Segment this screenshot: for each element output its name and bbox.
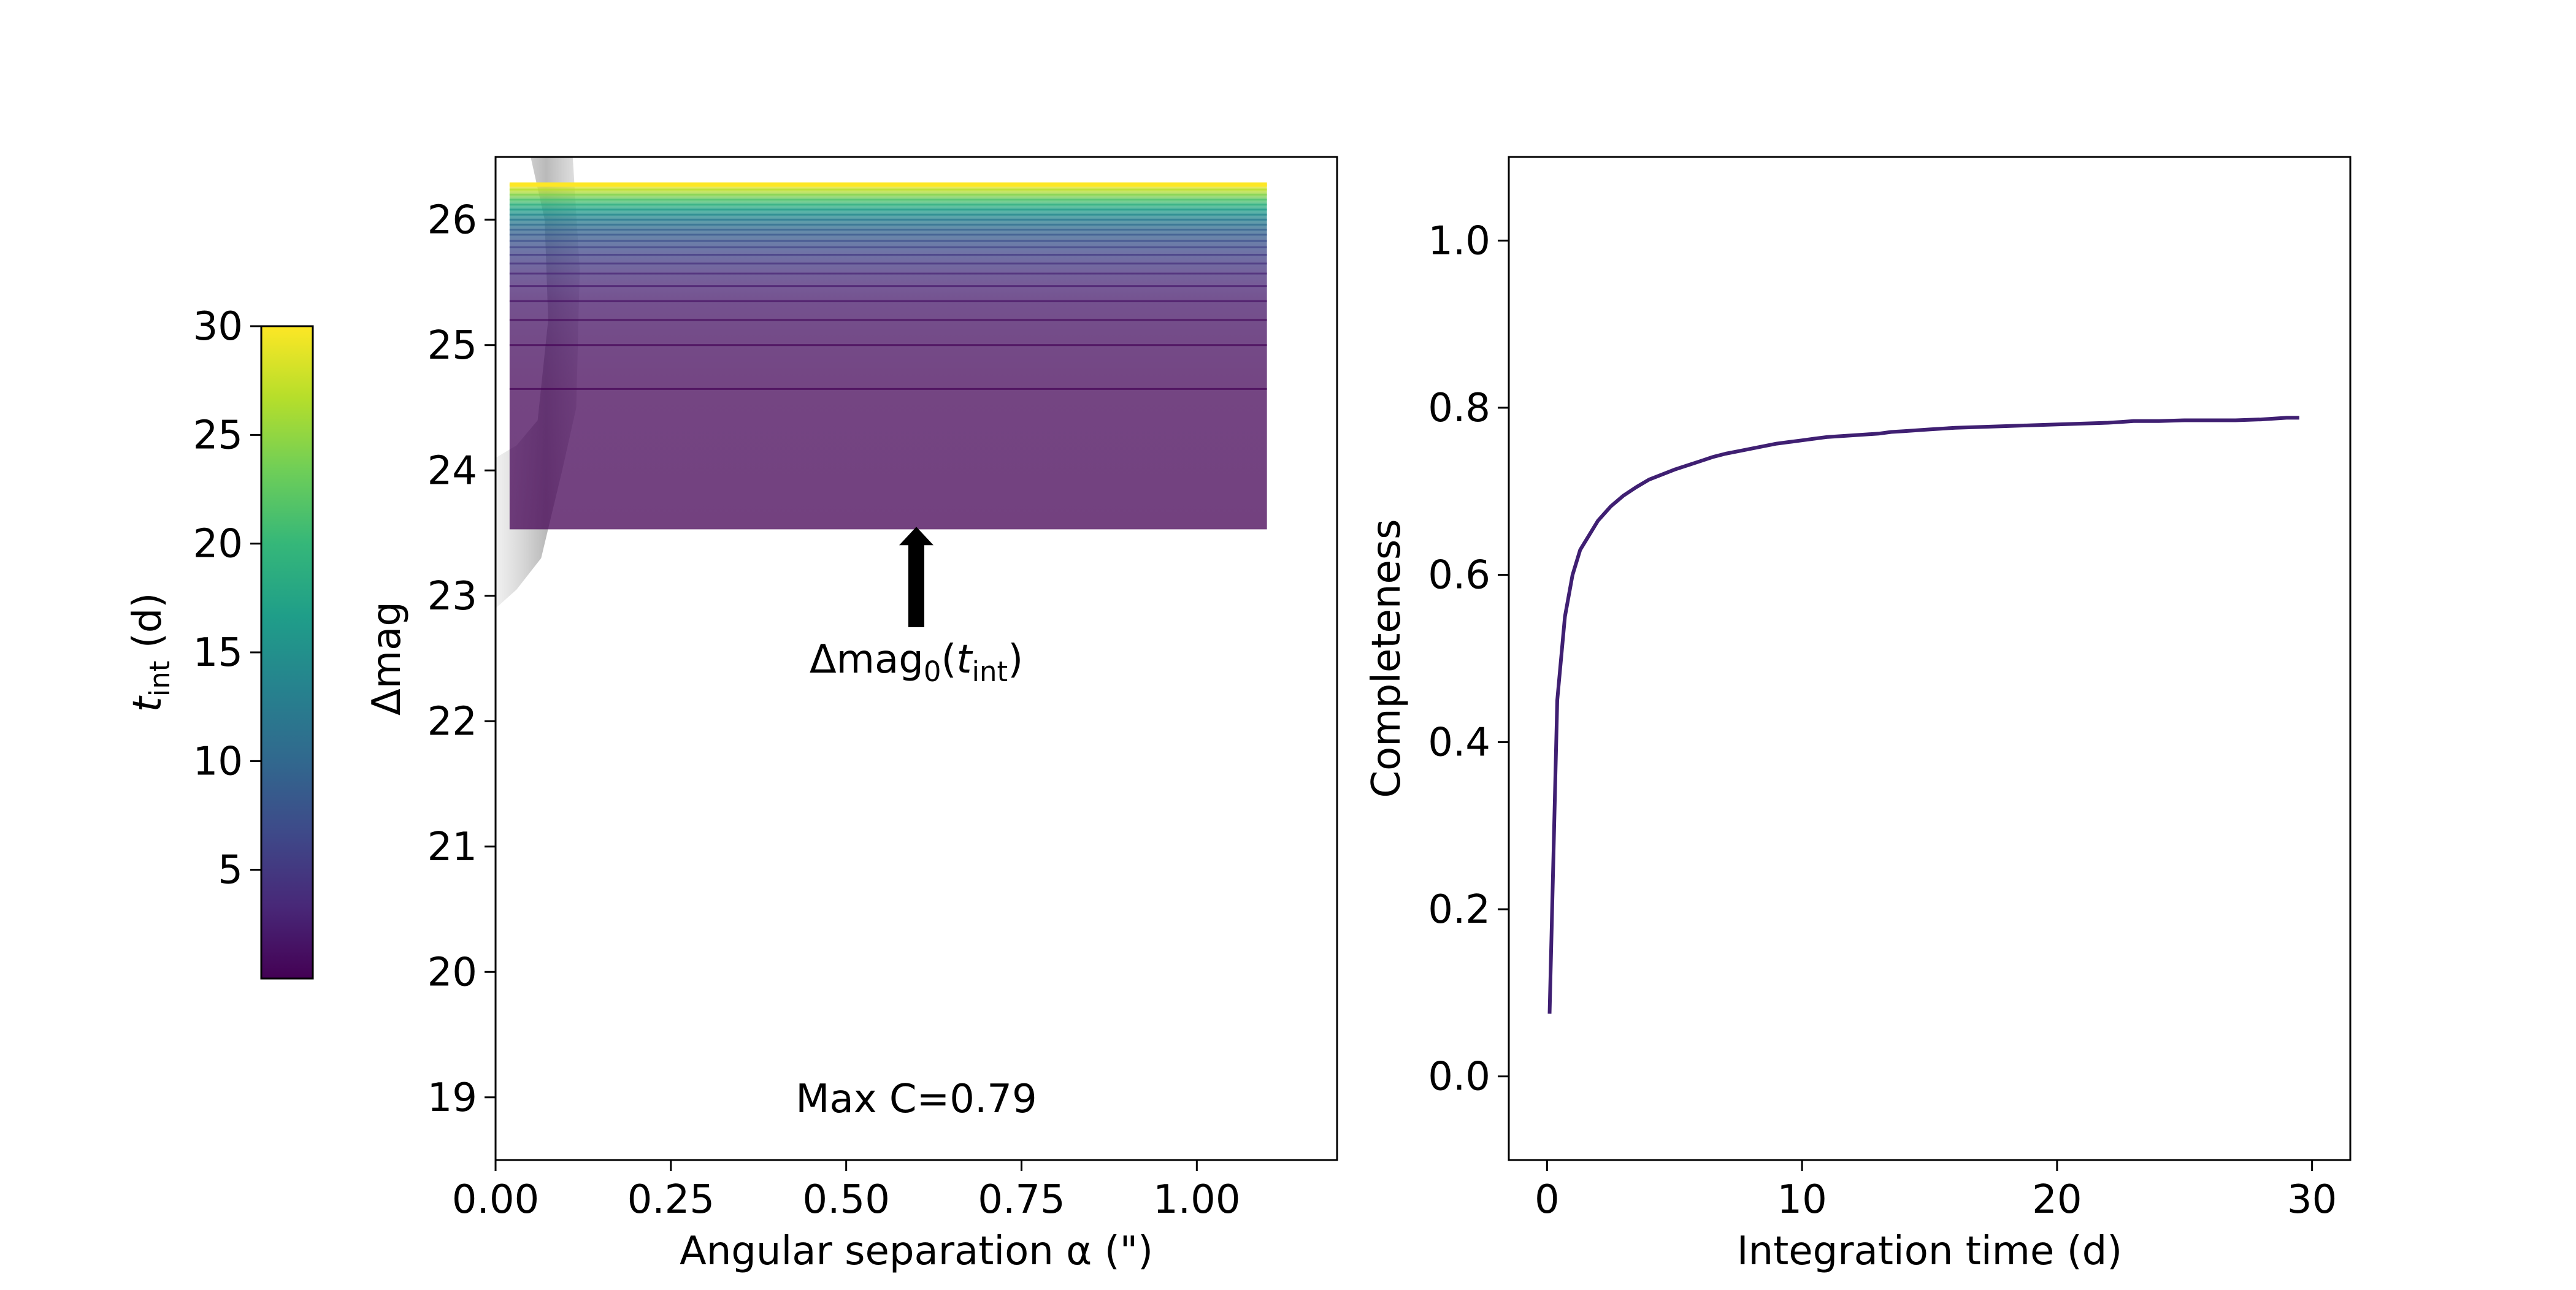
colorbar-tick-label: 25 bbox=[193, 413, 243, 458]
left-y-ticks: 19 20 21 22 23 24 25 26 bbox=[427, 197, 496, 1121]
right-panel: 0 10 20 30 0.0 0.2 0.4 0.6 0.8 1.0 Integration t… bbox=[1364, 156, 2352, 1274]
annot-t: t bbox=[956, 637, 973, 682]
left-y-tick-label: 22 bbox=[427, 699, 477, 744]
max-completeness-label: Max C=0.79 bbox=[795, 1077, 1037, 1122]
left-y-tick-label: 26 bbox=[427, 197, 477, 243]
dmag0-annotation: Δmag0(tint) bbox=[810, 637, 1023, 688]
colorbar-tick-label: 20 bbox=[193, 522, 243, 567]
right-y-tick-label: 0.6 bbox=[1428, 553, 1490, 598]
right-y-axis-label: Completeness bbox=[1364, 519, 1409, 798]
right-x-tick-label: 20 bbox=[2032, 1177, 2082, 1223]
right-y-ticks: 0.0 0.2 0.4 0.6 0.8 1.0 bbox=[1428, 218, 1509, 1100]
annot-dmag: Δmag bbox=[810, 637, 924, 682]
right-y-tick-label: 0.0 bbox=[1428, 1055, 1490, 1100]
left-y-axis-label: Δmag bbox=[364, 601, 410, 716]
right-axes-frame bbox=[1508, 156, 2352, 1161]
right-x-tick-label: 30 bbox=[2287, 1177, 2337, 1223]
annot-t-sub: int bbox=[972, 655, 1008, 688]
left-x-tick-label: 1.00 bbox=[1153, 1177, 1241, 1223]
left-x-tick-label: 0.50 bbox=[802, 1177, 890, 1223]
colorbar: 5 10 15 20 25 30 tint (d) bbox=[125, 304, 314, 980]
left-x-tick-label: 0.00 bbox=[452, 1177, 540, 1223]
right-y-tick-label: 0.2 bbox=[1428, 887, 1490, 933]
left-y-tick-label: 21 bbox=[427, 825, 477, 870]
left-x-ticks: 0.00 0.25 0.50 0.75 1.00 bbox=[452, 1160, 1241, 1223]
left-panel: 0.00 0.25 0.50 0.75 1.00 19 20 21 22 23 24 25 26 Δm… bbox=[364, 156, 1338, 1274]
right-x-tick-label: 10 bbox=[1777, 1177, 1827, 1223]
right-x-axis-label: Integration time (d) bbox=[1737, 1229, 2123, 1274]
left-y-tick-label: 25 bbox=[427, 323, 477, 368]
colorbar-tick-label: 15 bbox=[193, 630, 243, 676]
arrow-up-icon bbox=[899, 527, 933, 627]
colorbar-label-sub: int bbox=[144, 661, 176, 697]
annot-sub0: 0 bbox=[924, 655, 941, 688]
right-x-ticks: 0 10 20 30 bbox=[1535, 1160, 2337, 1223]
colorbar-label-t: t bbox=[125, 695, 171, 712]
dmag-band bbox=[509, 184, 1267, 530]
colorbar-label-rest: (d) bbox=[125, 593, 171, 661]
left-x-axis-label: Angular separation α (") bbox=[680, 1229, 1153, 1274]
annot-paren-close: ) bbox=[1008, 637, 1023, 682]
left-y-tick-label: 19 bbox=[427, 1075, 477, 1121]
colorbar-tick-label: 5 bbox=[218, 848, 243, 893]
left-y-tick-label: 23 bbox=[427, 574, 477, 619]
colorbar-ticks: 5 10 15 20 25 30 bbox=[193, 304, 261, 893]
right-y-tick-label: 1.0 bbox=[1428, 218, 1490, 264]
right-x-tick-label: 0 bbox=[1535, 1177, 1560, 1223]
colorbar-tick-label: 30 bbox=[193, 304, 243, 349]
right-y-tick-label: 0.8 bbox=[1428, 386, 1490, 431]
right-y-tick-label: 0.4 bbox=[1428, 720, 1490, 765]
band-stripes bbox=[509, 182, 1267, 390]
left-y-tick-label: 20 bbox=[427, 950, 477, 995]
colorbar-label: tint (d) bbox=[125, 593, 176, 712]
left-axes-frame bbox=[494, 156, 1338, 1161]
left-x-tick-label: 0.75 bbox=[978, 1177, 1065, 1223]
annot-paren-open: ( bbox=[941, 637, 956, 682]
left-x-tick-label: 0.25 bbox=[627, 1177, 715, 1223]
left-y-tick-label: 24 bbox=[427, 448, 477, 494]
colorbar-tick-label: 10 bbox=[193, 739, 243, 784]
completeness-line bbox=[1547, 416, 2299, 1014]
colorbar-gradient bbox=[260, 325, 314, 980]
